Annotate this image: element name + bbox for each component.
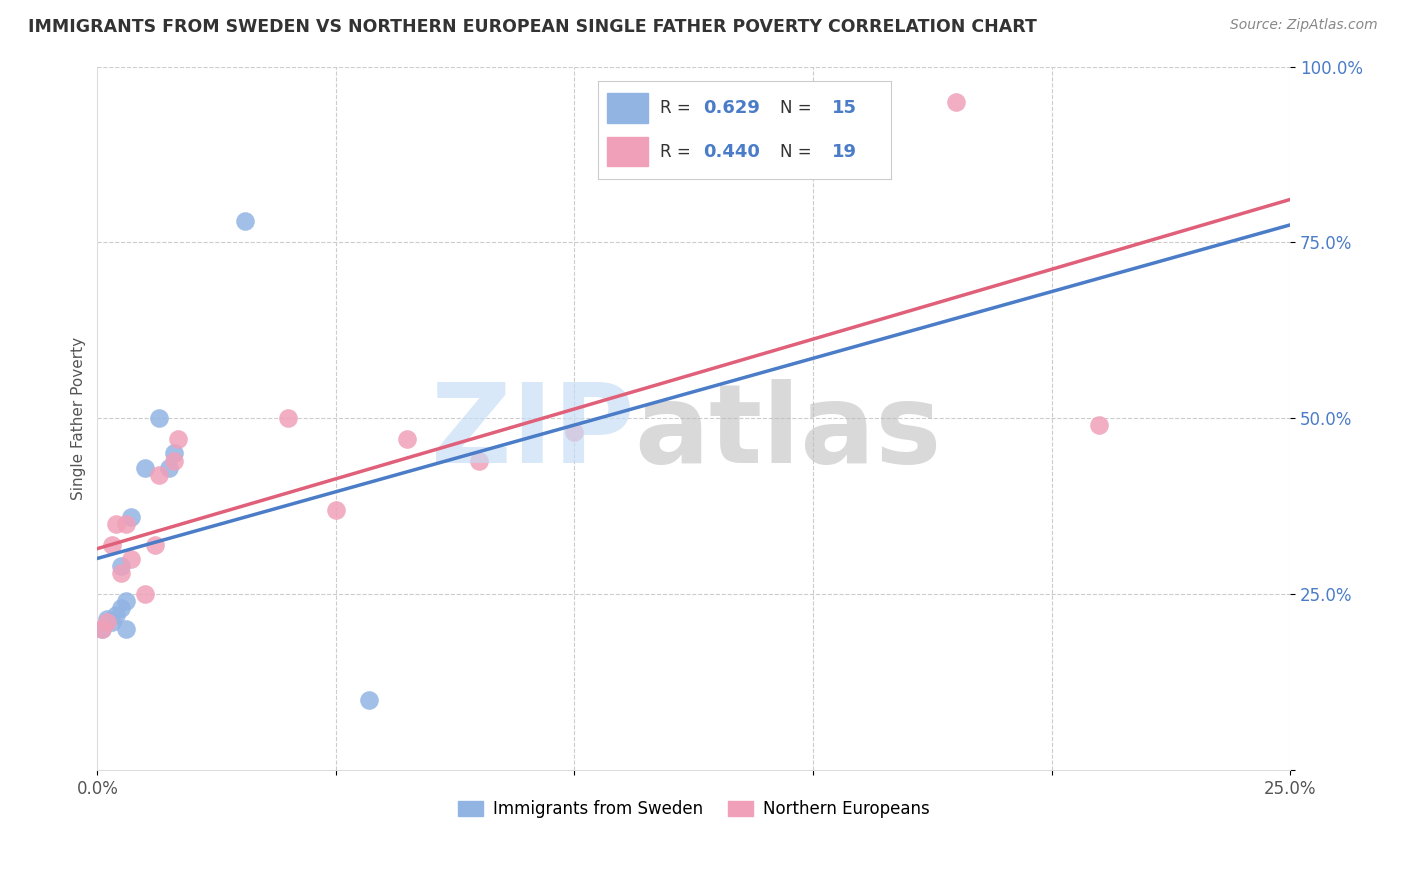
- Point: [100, 615, 122, 630]
- Text: atlas: atlas: [634, 379, 942, 486]
- Point: [143, 538, 166, 552]
- Point: [91, 623, 114, 637]
- Point: [110, 601, 132, 615]
- Point: [91, 623, 114, 637]
- Point: [100, 538, 122, 552]
- Point: [110, 566, 132, 580]
- Point: [105, 608, 128, 623]
- Point: [1088, 418, 1111, 433]
- Point: [115, 623, 138, 637]
- Legend: Immigrants from Sweden, Northern Europeans: Immigrants from Sweden, Northern Europea…: [451, 794, 936, 825]
- Point: [120, 509, 142, 524]
- Y-axis label: Single Father Poverty: Single Father Poverty: [72, 337, 86, 500]
- Text: Source: ZipAtlas.com: Source: ZipAtlas.com: [1230, 18, 1378, 32]
- Point: [105, 516, 128, 531]
- Point: [110, 559, 132, 574]
- Text: IMMIGRANTS FROM SWEDEN VS NORTHERN EUROPEAN SINGLE FATHER POVERTY CORRELATION CH: IMMIGRANTS FROM SWEDEN VS NORTHERN EUROP…: [28, 18, 1038, 36]
- Point: [115, 594, 138, 608]
- Point: [115, 516, 138, 531]
- Point: [945, 95, 967, 109]
- Point: [325, 502, 347, 516]
- Point: [148, 467, 170, 482]
- Point: [396, 433, 419, 447]
- Point: [468, 453, 491, 467]
- Point: [134, 587, 156, 601]
- Point: [163, 453, 186, 467]
- Point: [148, 411, 170, 425]
- Text: ZIP: ZIP: [430, 379, 634, 486]
- Point: [233, 214, 256, 228]
- Point: [120, 552, 142, 566]
- Point: [163, 446, 186, 460]
- Point: [167, 433, 190, 447]
- Point: [359, 692, 381, 706]
- Point: [277, 411, 299, 425]
- Point: [96, 612, 118, 626]
- Point: [157, 460, 180, 475]
- Point: [134, 460, 156, 475]
- Point: [564, 425, 586, 440]
- Point: [96, 615, 118, 630]
